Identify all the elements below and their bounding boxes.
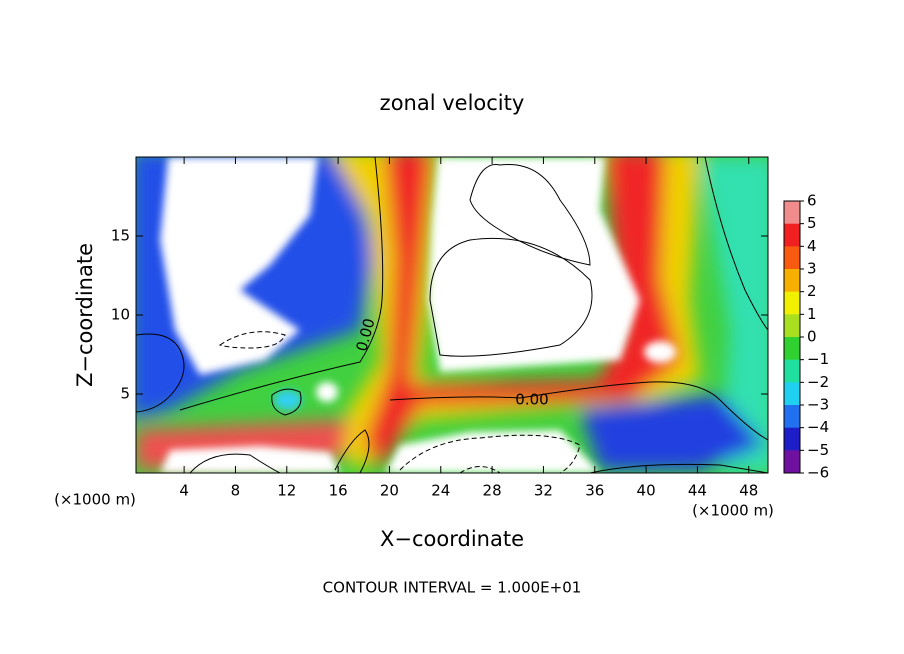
footer: CONTOUR INTERVAL = 1.000E+01: [323, 579, 582, 597]
x-tick-label: 12: [277, 482, 296, 500]
y-tick-label: 15: [111, 227, 130, 245]
x-tick-label: 16: [329, 482, 348, 500]
contours: [136, 157, 768, 473]
colorbar-tick-label: 3: [807, 260, 817, 278]
colorbar-tick-label: 6: [807, 192, 817, 210]
y-tick-label: 10: [111, 306, 130, 324]
x-tick-label: 36: [585, 482, 604, 500]
colorbar-tick-label: 5: [807, 214, 817, 232]
x-tick-label: 24: [431, 482, 450, 500]
colorbar-swatch: [784, 246, 800, 270]
colorbar-swatch: [784, 223, 800, 247]
colorbar-swatch: [784, 314, 800, 338]
x-unit-label: (×1000 m): [692, 502, 774, 520]
colorbar-tick-label: 4: [807, 237, 817, 255]
chart-title: zonal velocity: [380, 91, 525, 115]
x-tick-label: 40: [637, 482, 656, 500]
x-tick-label: 44: [688, 482, 707, 500]
colorbar-tick-label: −3: [807, 396, 829, 414]
colorbar-swatch: [784, 337, 800, 361]
y-tick-label: 5: [120, 385, 130, 403]
y-unit-label: (×1000 m): [54, 491, 136, 509]
colorbar-tick-label: −5: [807, 441, 829, 459]
colorbar-swatch: [784, 405, 800, 429]
colorbar-swatch: [784, 291, 800, 315]
y-axis-label: Z−coordinate: [73, 243, 97, 387]
colorbar-swatch: [784, 450, 800, 474]
x-tick-label: 28: [483, 482, 502, 500]
x-tick-label: 48: [739, 482, 758, 500]
colorbar-tick-label: −1: [807, 350, 829, 368]
colorbar-swatch: [784, 427, 800, 451]
colorbar-swatch: [784, 269, 800, 293]
colorbar-tick-label: −4: [807, 418, 829, 436]
field: [136, 157, 768, 473]
colorbar-tick-label: 2: [807, 282, 817, 300]
colorbar-tick-label: 1: [807, 305, 817, 323]
x-tick-label: 8: [231, 482, 241, 500]
colorbar-tick-label: −2: [807, 373, 829, 391]
colorbar-swatch: [784, 201, 800, 225]
colorbar-tick-label: 0: [807, 328, 817, 346]
x-tick-label: 32: [534, 482, 553, 500]
x-tick-label: 4: [179, 482, 189, 500]
colorbar-swatch: [784, 382, 800, 406]
x-tick-label: 20: [380, 482, 399, 500]
colorbar-swatch: [784, 359, 800, 383]
x-axis-label: X−coordinate: [380, 527, 524, 551]
contour-label: 0.00: [515, 391, 548, 409]
colorbar-tick-label: −6: [807, 464, 829, 482]
